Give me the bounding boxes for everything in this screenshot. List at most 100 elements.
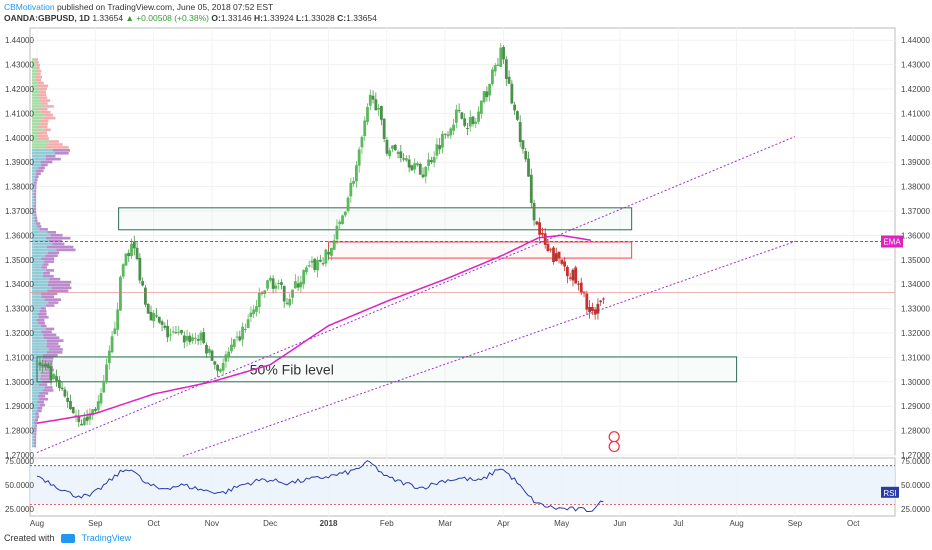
- candle-body: [441, 133, 444, 148]
- y-tick-label-left: 1.38000: [5, 183, 34, 192]
- candle-body: [482, 91, 486, 103]
- candle-body: [382, 118, 386, 139]
- profile-bar-buy: [32, 169, 37, 173]
- candle-body: [105, 364, 108, 381]
- candle-body: [538, 222, 542, 235]
- y-tick-label-right: 1.36000: [901, 231, 930, 240]
- profile-bar-buy: [32, 421, 34, 424]
- profile-bar-buy: [32, 137, 39, 140]
- profile-bar-buy: [32, 204, 34, 208]
- symbol-label[interactable]: OANDA:GBPUSD, 1D: [4, 13, 90, 23]
- candle-body: [554, 253, 558, 262]
- profile-bar-sell: [40, 324, 47, 328]
- candle-body: [107, 350, 111, 363]
- profile-bar-buy: [32, 69, 38, 73]
- profile-bar-sell: [40, 119, 49, 123]
- price-chart[interactable]: 50% Fib level EMA RSI 1.27000 1.27000 1.28…: [0, 0, 932, 530]
- event-markers[interactable]: [608, 431, 620, 453]
- x-tick-label: May: [554, 519, 569, 528]
- high-value: 1.33924: [262, 13, 294, 23]
- profile-bar-buy: [32, 295, 42, 299]
- trendline[interactable]: [36, 136, 796, 454]
- candle-body: [191, 337, 195, 341]
- profile-bar-sell: [54, 151, 69, 155]
- rsi-tick-label-right: 25.0000: [901, 505, 930, 514]
- profile-bar-buy: [32, 283, 48, 287]
- profile-bar-buy: [32, 412, 36, 416]
- candle-body: [516, 111, 519, 120]
- profile-bar-buy: [32, 236, 46, 240]
- candle-body: [149, 311, 153, 321]
- resistance-zone-box[interactable]: [118, 207, 633, 231]
- y-tick-label-right: 1.38000: [901, 183, 930, 192]
- candle-body: [593, 309, 597, 315]
- candle-body: [507, 76, 511, 84]
- profile-bar-buy: [32, 406, 38, 410]
- profile-bar-buy: [32, 108, 39, 111]
- y-tick-label-left: 1.33000: [5, 305, 34, 314]
- candle-body: [421, 174, 425, 178]
- candle-body: [449, 128, 453, 136]
- profile-bar-sell: [40, 403, 45, 407]
- high-label: H:: [253, 13, 263, 23]
- profile-bar-buy: [32, 190, 35, 193]
- rsi-tick-label-right: 75.0000: [901, 457, 930, 466]
- candle-body: [124, 253, 128, 266]
- profile-bar-sell: [45, 236, 71, 240]
- candle-body: [168, 334, 172, 336]
- candle-body: [477, 111, 480, 122]
- y-tick-label-right: 1.33000: [901, 305, 930, 314]
- supply-zone-box[interactable]: [328, 241, 633, 259]
- profile-bar-sell: [39, 228, 48, 231]
- profile-bar-sell: [44, 113, 53, 117]
- axes: 1.27000 1.27000 1.28000 1.28000 1.29000 1.290…: [5, 36, 930, 528]
- candle-body: [135, 247, 139, 259]
- profile-bar-sell: [34, 178, 38, 181]
- ohlc-legend: OANDA:GBPUSD, 1D 1.33654 ▲ +0.00508 (+0.…: [4, 13, 377, 23]
- y-tick-label-right: 1.30000: [901, 378, 930, 387]
- candle-body: [46, 364, 50, 369]
- economic-event-icon[interactable]: [608, 431, 620, 443]
- economic-event-icon[interactable]: [608, 440, 620, 453]
- candle-body: [318, 259, 322, 262]
- ema-line[interactable]: [36, 234, 592, 425]
- candle-body: [377, 108, 381, 110]
- x-tick-label: Oct: [847, 519, 860, 528]
- trendline[interactable]: [182, 241, 796, 457]
- candle-body: [277, 282, 281, 284]
- profile-bar-sell: [56, 248, 76, 252]
- profile-bar-sell: [41, 330, 52, 334]
- profile-bar-sell: [46, 245, 74, 249]
- published-text: published on TradingView.com, June 05, 2…: [56, 2, 274, 12]
- candle-body: [221, 362, 225, 371]
- candle-body: [174, 332, 178, 334]
- candle-body: [227, 351, 231, 357]
- candle-body: [424, 166, 428, 177]
- candle-body: [44, 363, 47, 367]
- profile-bar-sell: [37, 225, 42, 228]
- profile-bar-sell: [42, 353, 58, 357]
- rsi-tick-label-left: 50.0000: [5, 481, 34, 490]
- candle-body: [296, 283, 300, 288]
- profile-bar-sell: [47, 231, 57, 234]
- rsi-line[interactable]: [36, 459, 604, 512]
- profile-bar-buy: [32, 119, 41, 123]
- candle-body: [479, 100, 483, 114]
- price-change: ▲ +0.00508 (+0.38%): [125, 13, 209, 23]
- candle-body: [388, 150, 392, 157]
- profile-bar-sell: [40, 110, 51, 114]
- candle-body: [210, 350, 214, 361]
- author-link[interactable]: CBMotivation: [4, 2, 55, 12]
- fib-zone-box[interactable]: [36, 356, 738, 383]
- profile-bar-buy: [32, 318, 37, 322]
- profile-bar-sell: [43, 389, 54, 392]
- candle-body: [144, 287, 147, 305]
- profile-bar-sell: [51, 286, 72, 290]
- profile-bar-buy: [32, 198, 35, 202]
- profile-bar-sell: [40, 307, 46, 310]
- candle-body: [207, 348, 211, 353]
- x-tick-label: Feb: [380, 519, 394, 528]
- candle-body: [571, 269, 575, 281]
- candle-body: [416, 163, 419, 166]
- tradingview-link[interactable]: TradingView: [81, 533, 132, 543]
